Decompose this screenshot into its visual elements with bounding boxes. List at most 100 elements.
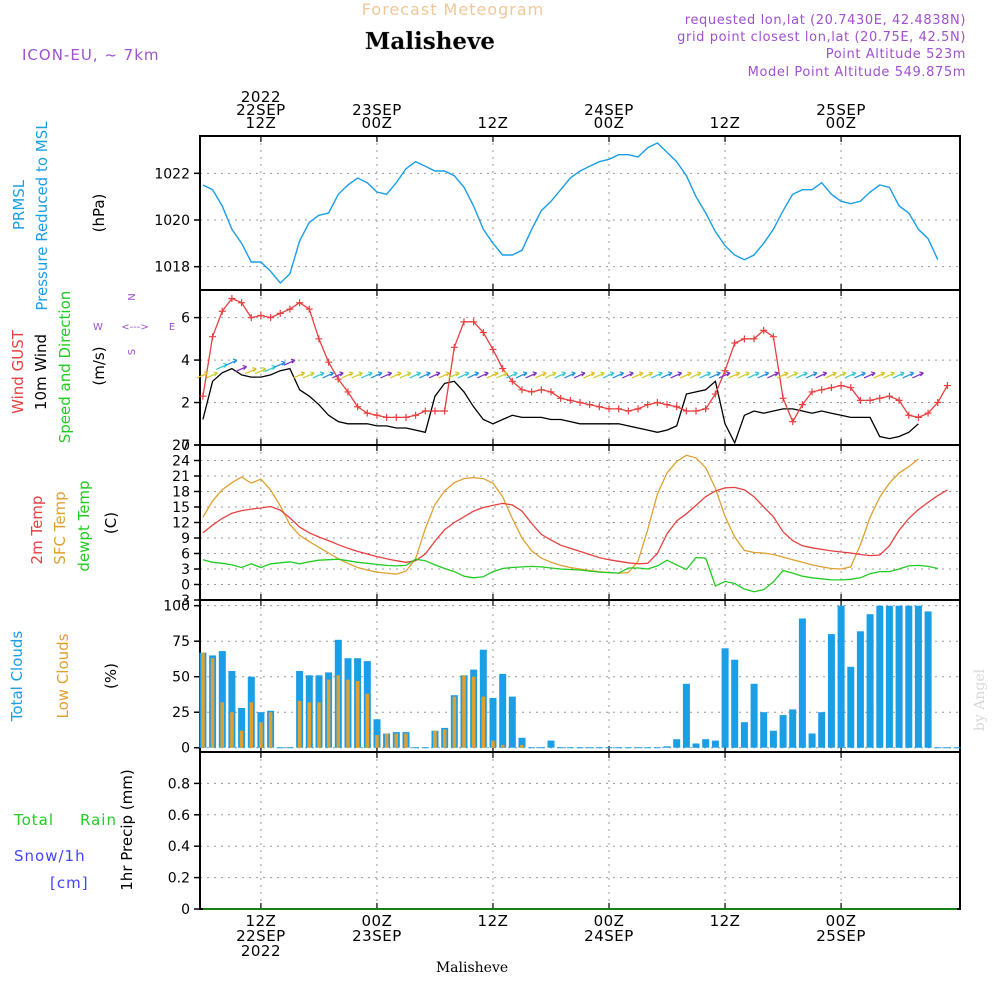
gust-marker [209,333,217,341]
wind-arrow-icon [506,371,518,379]
low-cloud-bar [249,702,253,748]
gust-marker [566,396,574,404]
pressure-line [202,142,939,285]
wind-arrow-icon [670,371,683,379]
wind-arrow-icon [225,358,238,366]
total-cloud-bar [740,722,748,748]
wind-arrow-icon [303,371,315,379]
y-tick-label: 6 [181,547,190,563]
gust-marker [624,407,632,415]
gust-marker [731,339,739,347]
low-cloud-bar [317,702,321,748]
low-cloud-bar [307,702,311,748]
wind-arrow-icon [438,371,451,379]
bottom-time-label: 12Z [710,912,741,930]
wind-label-unit: (m/s) [90,346,108,385]
wind-arrow-icon [486,371,499,379]
low-cloud-bar [491,740,495,748]
total-cloud-bar [798,618,806,748]
bottom-time-label: 25SEP [816,927,866,945]
wind-arrow-icon [892,371,905,379]
gust-marker [856,396,864,404]
gust-marker [615,405,623,413]
wind-arrow-icon [457,371,470,379]
gust-marker [334,375,342,383]
total-cloud-bar [673,739,681,748]
gust-marker [760,326,768,334]
y-tick-label: 100 [163,599,190,615]
gust-marker [634,405,642,413]
y-tick-label: 50 [172,670,190,686]
total-cloud-bar [924,611,932,748]
top-time-label: 00Z [362,114,393,132]
panel-precipitation: 0 0.2 0.4 0.6 0.8 [168,751,961,918]
wind-arrow-icon [554,371,567,379]
gust-marker [692,407,700,415]
y-tick-label: 0 [181,902,190,918]
gust-marker [711,390,719,398]
wind-arrow-icon [728,371,741,379]
gust-marker [653,399,661,407]
wind-label-gust: Wind GUST [9,329,27,414]
y-tick-label: 15 [172,500,190,516]
gust-marker [441,407,449,415]
wind-arrow-icon [235,364,248,373]
gust-marker [663,401,671,409]
total-cloud-bar [489,698,497,748]
compass-w: W [93,322,103,333]
bottom-time-label: 00Z [362,912,393,930]
top-time-label: 12Z [245,114,276,132]
gust-marker [421,407,429,415]
footer-station: Malisheve [436,960,508,976]
gust-marker [769,333,777,341]
wind-arrow-icon [902,371,915,379]
chart-title: Forecast Meteogram [362,0,544,19]
wind-arrow-icon [612,371,625,379]
wind-arrow-icon [747,371,760,379]
gust-marker [412,411,420,419]
low-cloud-bar [481,696,486,748]
precip-label-cm: [cm] [50,874,89,892]
total-cloud-bar [702,739,710,748]
precip-label-snow: Snow/1h [14,847,86,865]
total-cloud-bar [847,666,855,748]
wind-arrow-icon [390,371,402,379]
bottom-time-label: 12Z [245,912,276,930]
wind-arrow-icon [351,371,364,379]
gust-marker [247,314,255,322]
total-cloud-bar [721,648,729,748]
wind-arrow-icon [409,371,422,379]
pressure-label-unit: (hPa) [90,194,108,233]
plot-layer: 1018102010220246-30369121518212427025507… [154,88,961,960]
top-time-label: 25SEP [816,101,866,119]
panel-clouds: 0 25 50 75 100 [163,599,961,757]
gust-marker [238,299,246,307]
gust-marker [199,392,207,400]
pressure-label-prmsl: PRMSL [10,179,28,230]
gust-marker [518,386,526,394]
gust-marker [905,411,913,419]
gust-marker [827,384,835,392]
wind-arrow-icon [631,371,644,379]
gust-marker [943,382,951,390]
gust-marker [383,413,391,421]
wind-arrow-icon [515,371,528,379]
model-altitude: Model Point Altitude 549.875m [748,65,966,80]
wind-arrow-icon [854,371,866,379]
panel-frame [199,751,961,910]
top-time-label: 12Z [710,114,741,132]
bottom-time-label: 22SEP [236,927,286,945]
wind-arrow-icon [525,371,538,379]
gust-marker [373,411,381,419]
low-cloud-bar [259,722,263,748]
gust-marker [895,396,903,404]
gust-marker [885,392,893,400]
bottom-time-label: 12Z [478,912,509,930]
total-cloud-bar [837,605,845,748]
top-time-label: 22SEP [236,101,286,119]
wind-arrow-icon [757,371,770,379]
wind-arrow-icon [312,371,325,379]
gust-marker [305,305,313,313]
gust-marker [934,399,942,407]
wind-arrow-icon [206,371,218,379]
